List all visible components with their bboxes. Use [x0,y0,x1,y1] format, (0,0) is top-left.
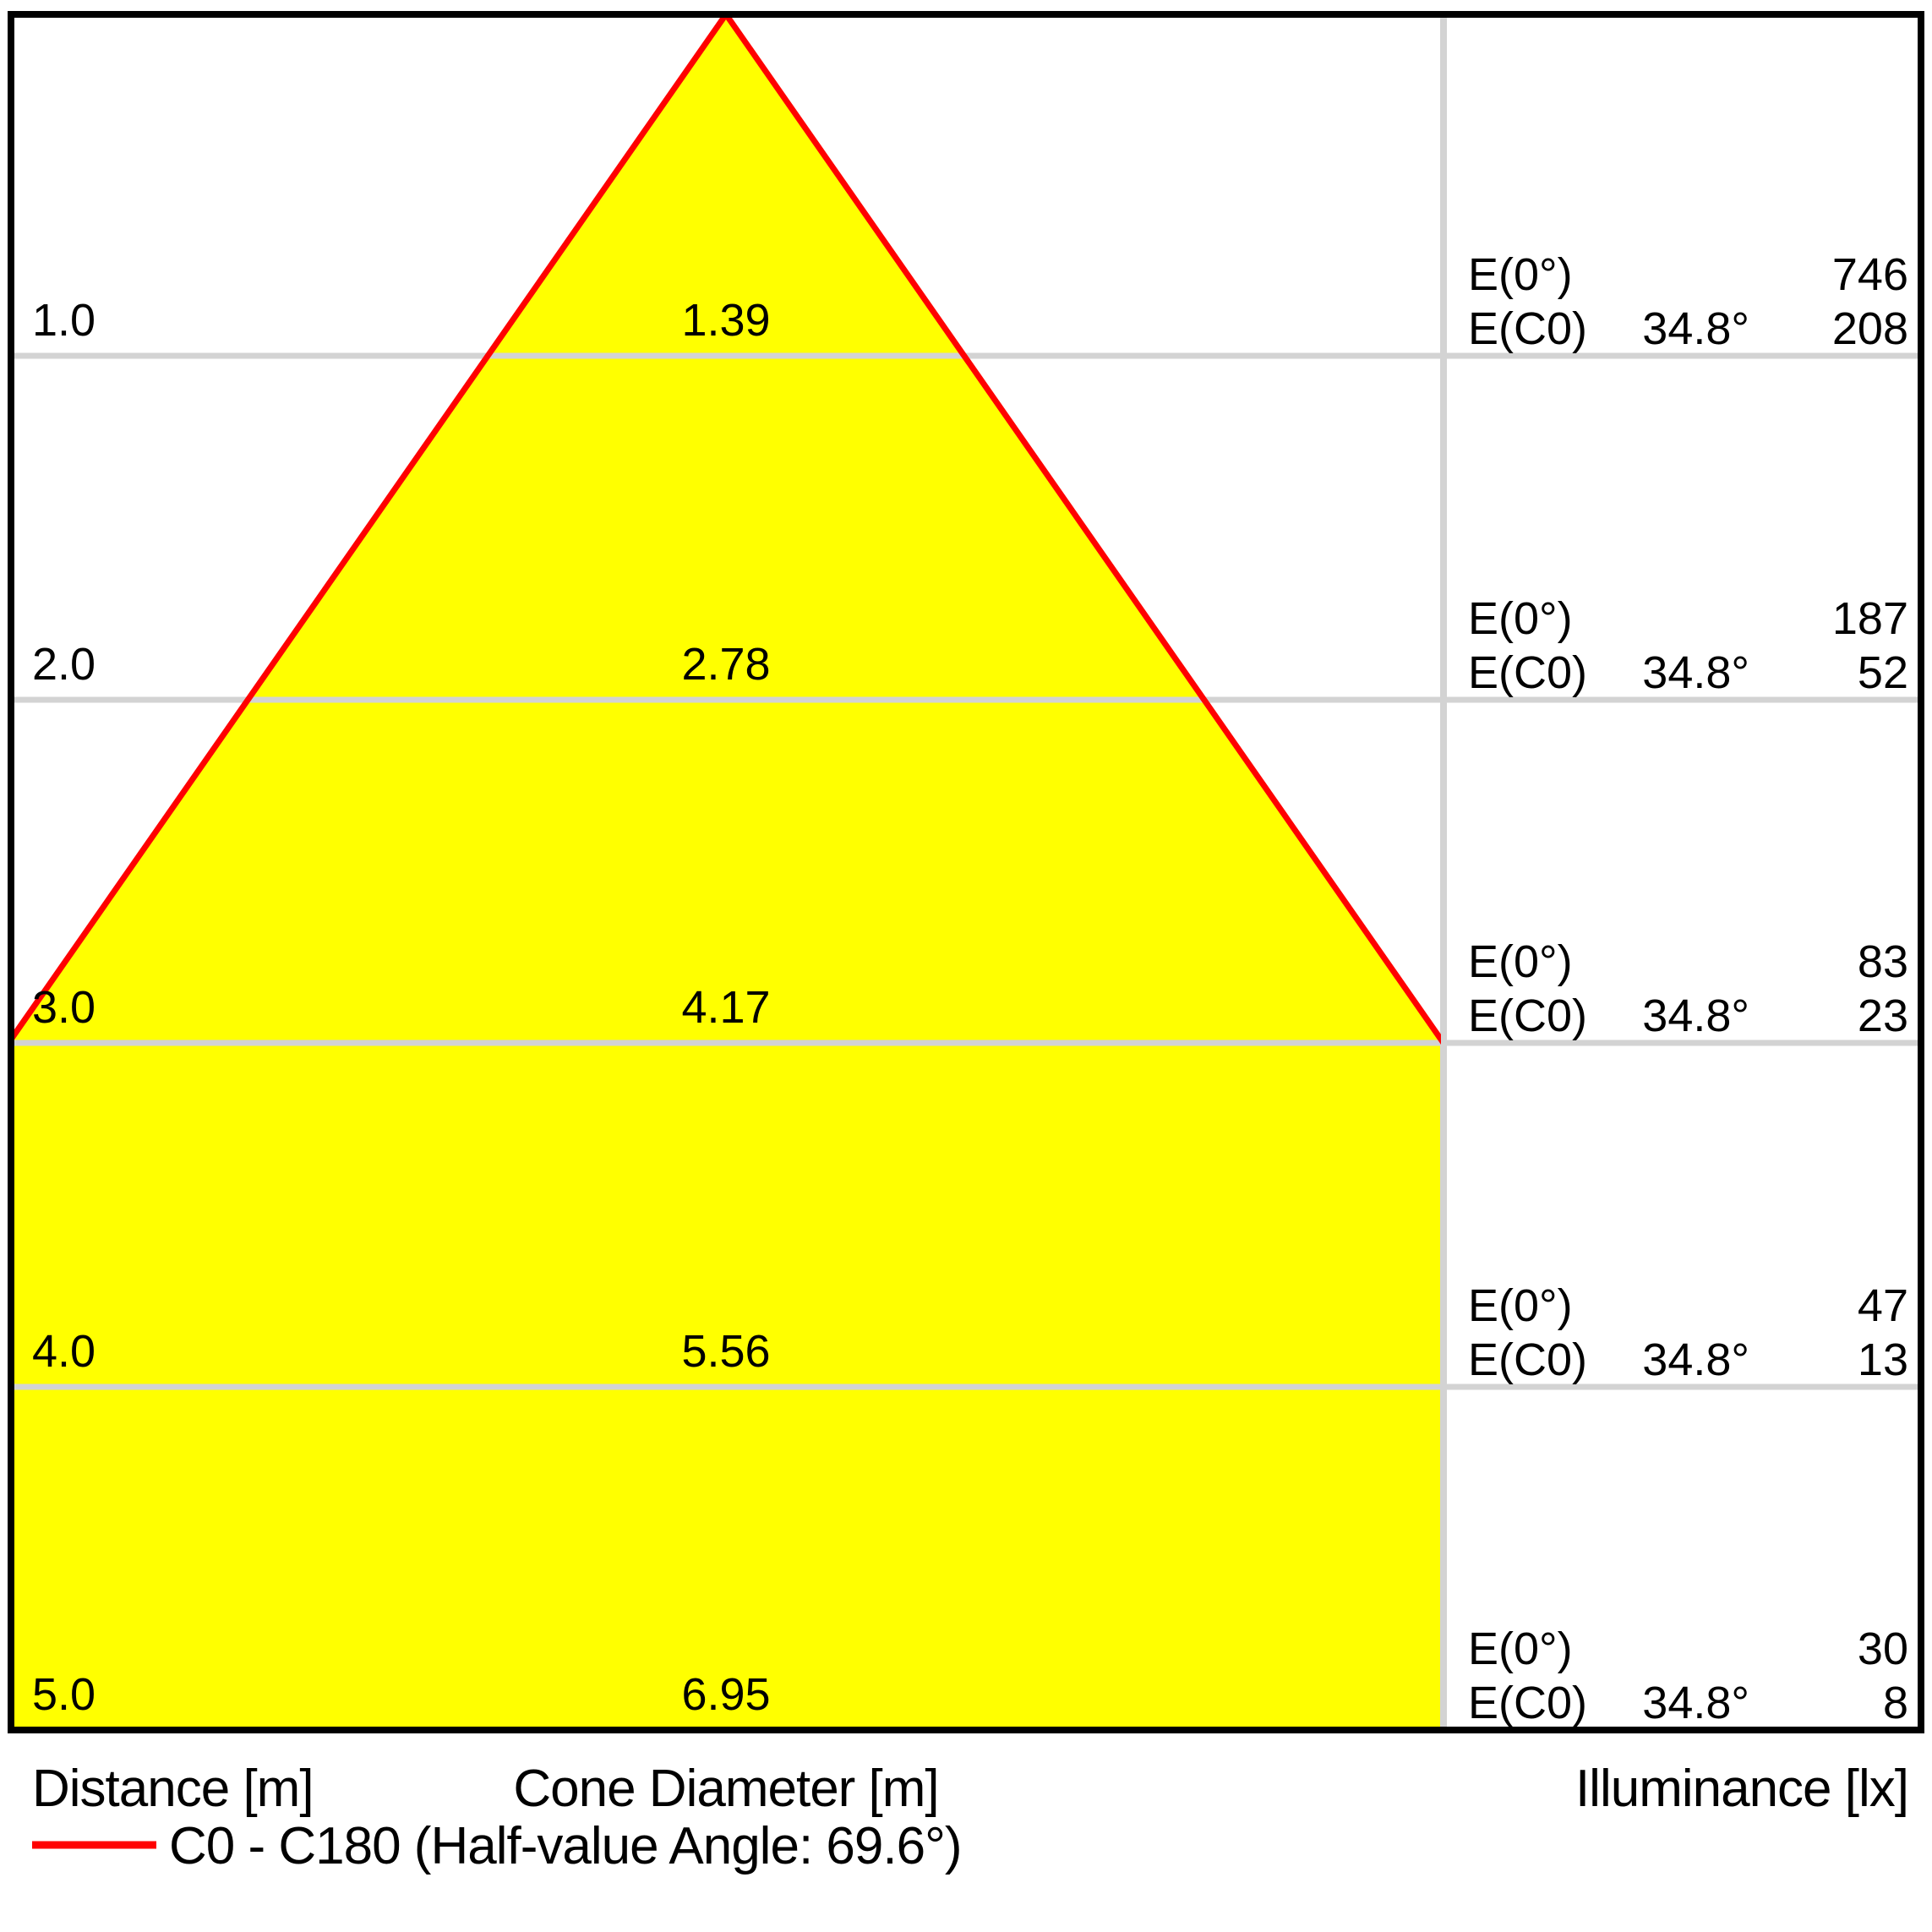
distance-label: 5.0 [32,1669,96,1720]
beam-angle: 34.8° [1642,1334,1749,1385]
cone-diameter-value: 2.78 [681,639,770,690]
row-5m: 5.0 6.95 E(0°) 30 E(C0) 34.8° 8 [32,1624,1908,1728]
beam-edge-left [11,14,729,1045]
grid-layer [11,14,1921,1730]
distance-label: 1.0 [32,295,96,346]
ec0-value: 8 [1883,1678,1908,1728]
row-2m: 2.0 2.78 E(0°) 187 E(C0) 34.8° 52 [32,593,1908,698]
cone-diameter-value: 5.56 [681,1326,770,1377]
beam-edge-right [723,14,1441,1045]
e0-label: E(0°) [1468,593,1573,644]
row-4m: 4.0 5.56 E(0°) 47 E(C0) 34.8° 13 [32,1280,1908,1385]
ec0-label: E(C0) [1468,303,1587,354]
ec0-value: 52 [1858,647,1908,698]
axis-titles: Distance [m] Cone Diameter [m] Illuminan… [32,1760,1909,1818]
legend-label: C0 - C180 (Half-value Angle: 69.6°) [169,1817,962,1875]
e0-value: 47 [1858,1280,1908,1331]
ec0-value: 23 [1858,991,1908,1041]
distance-label: 2.0 [32,639,96,690]
e0-label: E(0°) [1468,1624,1573,1674]
cone-diameter-value: 1.39 [681,295,770,346]
beam-angle: 34.8° [1642,1678,1749,1728]
beam-angle: 34.8° [1642,991,1749,1041]
legend: C0 - C180 (Half-value Angle: 69.6°) [32,1817,963,1875]
e0-value: 83 [1858,936,1908,987]
row-3m: 3.0 4.17 E(0°) 83 E(C0) 34.8° 23 [32,936,1908,1041]
e0-value: 187 [1832,593,1908,644]
beam-angle: 34.8° [1642,647,1749,698]
beam-layer [11,14,1441,1730]
illuminance-axis-title: Illuminance [lx] [1575,1760,1908,1818]
e0-label: E(0°) [1468,249,1573,300]
distance-axis-title: Distance [m] [32,1760,314,1818]
e0-value: 746 [1832,249,1908,300]
beam-edge-layer [11,14,1441,1045]
beam-angle: 34.8° [1642,303,1749,354]
ec0-label: E(C0) [1468,991,1587,1041]
row-1m: 1.0 1.39 E(0°) 746 E(C0) 34.8° 208 [32,249,1908,354]
cone-diameter-value: 4.17 [681,982,770,1033]
distance-label: 4.0 [32,1326,96,1377]
ec0-value: 13 [1858,1334,1908,1385]
e0-label: E(0°) [1468,1280,1573,1331]
table-border [8,11,1924,1733]
e0-label: E(0°) [1468,936,1573,987]
cone-diameter-value: 6.95 [681,1669,770,1720]
cone-diameter-axis-title: Cone Diameter [m] [513,1760,938,1818]
light-cone-fill [11,14,1441,1730]
distance-label: 3.0 [32,982,96,1033]
ec0-label: E(C0) [1468,1678,1587,1728]
ec0-value: 208 [1832,303,1908,354]
e0-value: 30 [1858,1624,1908,1674]
ec0-label: E(C0) [1468,1334,1587,1385]
ec0-label: E(C0) [1468,647,1587,698]
